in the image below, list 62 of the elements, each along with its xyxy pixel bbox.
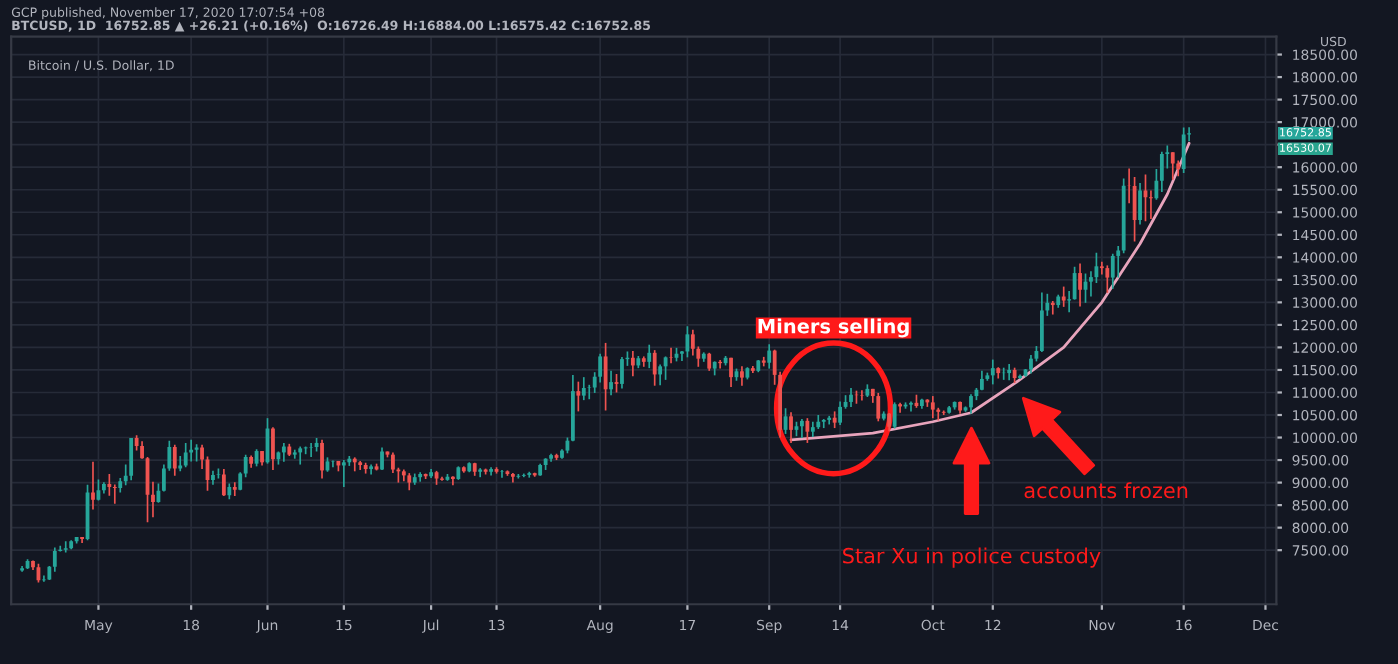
annotation: accounts frozen	[1024, 482, 1188, 499]
candlestick	[380, 446, 384, 471]
candlestick	[581, 376, 586, 401]
candlestick	[821, 418, 826, 429]
candlestick	[52, 546, 57, 573]
candlestick	[1159, 151, 1164, 193]
candlestick	[107, 473, 112, 497]
candlestick	[620, 356, 624, 390]
candlestick	[800, 418, 804, 439]
candlestick	[630, 350, 635, 378]
candlestick	[271, 426, 275, 471]
candlestick	[838, 400, 843, 426]
candlestick	[298, 445, 303, 466]
candlestick	[603, 342, 608, 412]
candlestick	[281, 442, 286, 463]
candlestick	[669, 347, 673, 365]
candlestick	[1007, 363, 1012, 382]
candlestick	[42, 574, 46, 583]
candlestick	[129, 437, 134, 482]
candlestick	[1029, 354, 1033, 375]
candlestick	[941, 409, 946, 416]
candlestick	[909, 400, 913, 413]
candlestick	[990, 358, 995, 386]
candlestick	[969, 393, 973, 415]
candlestick	[707, 351, 712, 372]
candlestick	[789, 411, 793, 444]
candlestick	[887, 412, 892, 433]
candlestick	[767, 343, 772, 370]
candlestick	[1110, 252, 1115, 290]
candlestick	[647, 343, 652, 369]
candlestick	[740, 365, 744, 387]
candlestick	[930, 395, 935, 419]
candlestick	[652, 349, 657, 387]
candlestick	[892, 401, 897, 430]
candlestick	[1181, 126, 1186, 174]
candlestick	[341, 459, 346, 488]
candlestick	[729, 356, 733, 388]
candlestick	[1170, 151, 1175, 181]
candlestick	[1105, 264, 1110, 294]
candlestick	[320, 438, 324, 480]
candlestick	[500, 469, 504, 479]
candlestick	[663, 355, 668, 381]
candlestick	[1061, 285, 1066, 308]
candlestick	[1138, 182, 1142, 226]
candlestick	[609, 370, 613, 397]
candlestick	[91, 461, 95, 511]
candlestick	[576, 380, 581, 413]
annotation: Star Xu in police custody	[843, 547, 1101, 568]
candlestick	[1078, 262, 1082, 308]
candlestick	[221, 468, 226, 497]
candlestick	[183, 442, 188, 469]
candlestick	[63, 540, 68, 554]
candlestick	[172, 443, 177, 477]
annotation: Miners selling	[758, 318, 909, 338]
candlestick	[849, 387, 853, 408]
candlestick	[805, 417, 810, 444]
candlestick	[685, 325, 690, 359]
candlestick	[1039, 291, 1044, 353]
candlestick	[658, 363, 663, 387]
candlestick	[876, 392, 881, 423]
candlestick	[860, 389, 864, 402]
candlestick	[232, 481, 237, 497]
